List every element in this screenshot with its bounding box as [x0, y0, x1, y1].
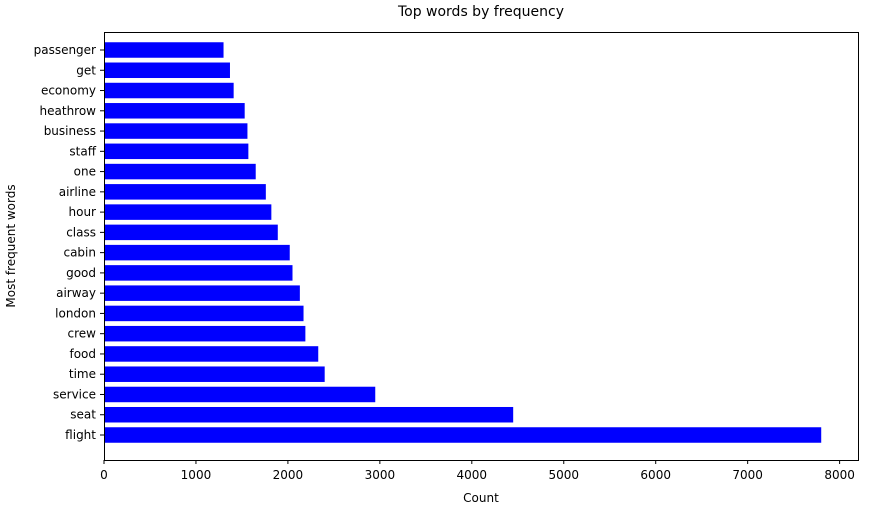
bar-service [104, 386, 376, 403]
bar-passenger [104, 42, 224, 58]
y-tick-label-business: business [44, 124, 96, 138]
y-tick-labels: flight seat service time food crew london airwa… [34, 43, 104, 442]
bar-business [104, 123, 248, 139]
y-tick-label-one: one [74, 165, 96, 179]
y-tick-label-time: time [69, 367, 96, 381]
y-tick-label-airline: airline [59, 185, 96, 199]
x-tick-label-3000: 3000 [365, 468, 396, 482]
y-tick-label-hour: hour [69, 205, 97, 219]
bar-good [104, 265, 293, 281]
bar-class [104, 224, 278, 241]
x-tick-label-4000: 4000 [457, 468, 488, 482]
y-tick-label-food: food [69, 347, 96, 361]
y-tick-label-class: class [66, 225, 96, 239]
plot-frame [104, 32, 859, 461]
x-tick-label-8000: 8000 [824, 468, 855, 482]
bar-seat [104, 406, 514, 423]
bar-cabin [104, 244, 290, 261]
bars-layer [104, 42, 822, 443]
x-tick-label-2000: 2000 [273, 468, 304, 482]
bar-economy [104, 82, 234, 99]
y-tick-label-heathrow: heathrow [40, 104, 97, 118]
bar-london [104, 305, 304, 322]
y-tick-label-airway: airway [56, 286, 96, 300]
y-tick-label-flight: flight [65, 428, 96, 442]
y-tick-label-staff: staff [69, 144, 96, 158]
y-axis-title: Most frequent words [4, 184, 18, 307]
bar-crew [104, 325, 306, 342]
y-tick-label-economy: economy [41, 84, 96, 98]
y-tick-label-crew: crew [68, 327, 97, 341]
x-tick-label-7000: 7000 [732, 468, 763, 482]
bar-time [104, 366, 325, 382]
bar-staff [104, 143, 249, 160]
y-tick-label-seat: seat [70, 408, 96, 422]
y-tick-label-passenger: passenger [34, 43, 96, 57]
bar-food [104, 346, 319, 362]
bar-hour [104, 204, 272, 220]
bar-get [104, 62, 230, 79]
y-tick-label-get: get [76, 63, 96, 77]
x-tick-labels: 0 1000 2000 3000 4000 5000 6000 7000 8000 [100, 460, 855, 482]
x-tick-label-5000: 5000 [548, 468, 579, 482]
y-tick-label-service: service [53, 387, 96, 401]
bar-airline [104, 184, 266, 200]
bar-heathrow [104, 103, 245, 119]
y-tick-label-cabin: cabin [63, 246, 96, 260]
bar-airway [104, 285, 300, 301]
chart-title: Top words by frequency [397, 4, 564, 20]
x-tick-label-6000: 6000 [640, 468, 671, 482]
x-tick-label-0: 0 [100, 468, 108, 482]
y-tick-label-good: good [66, 266, 96, 280]
x-axis-title: Count [463, 491, 499, 505]
y-tick-label-london: london [55, 306, 96, 320]
x-tick-label-1000: 1000 [181, 468, 212, 482]
bar-flight [104, 427, 822, 443]
bar-one [104, 163, 256, 180]
